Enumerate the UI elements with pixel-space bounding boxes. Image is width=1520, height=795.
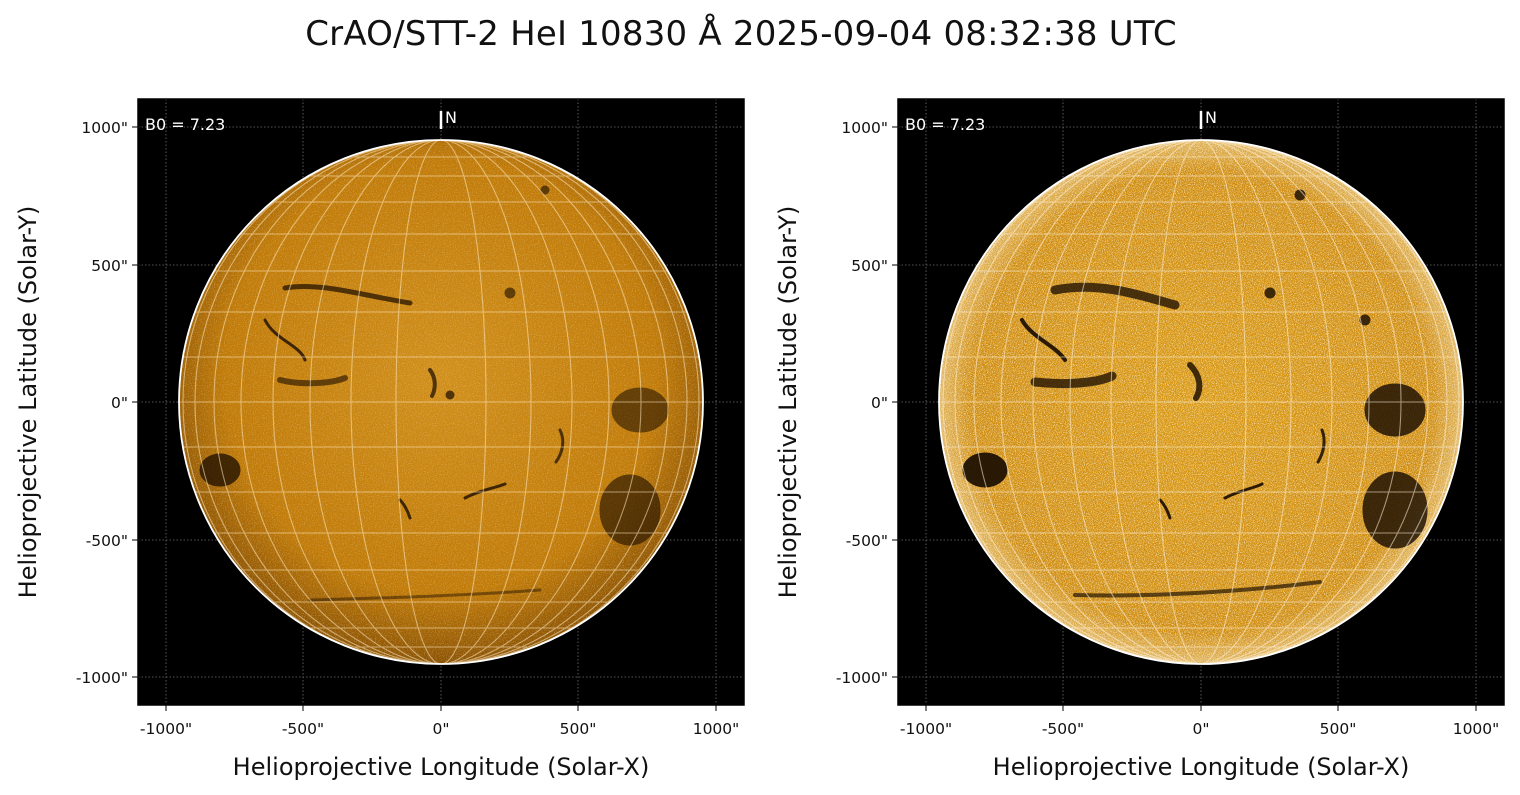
x-tick-label: 1000"	[1453, 720, 1500, 738]
x-ticks	[925, 705, 1477, 711]
b0-annotation: B0 = 7.23	[905, 115, 985, 134]
y-ticks	[892, 126, 898, 678]
dark-filaments	[962, 189, 1428, 598]
y-axis-label: Helioprojective Latitude (Solar-Y)	[14, 206, 42, 599]
x-tick-label: 1000"	[693, 720, 740, 738]
north-label: N	[445, 108, 457, 127]
y-tick-label: -1000"	[836, 669, 888, 687]
x-tick-label: -1000"	[140, 720, 192, 738]
b0-annotation: B0 = 7.23	[145, 115, 225, 134]
x-tick-label: -1000"	[900, 720, 952, 738]
x-tick-label: 500"	[1320, 720, 1357, 738]
solar-disk	[178, 139, 704, 665]
solar-limb	[938, 139, 1464, 665]
y-axis-label: Helioprojective Latitude (Solar-Y)	[774, 206, 802, 599]
figure-title: CrAO/STT-2 HeI 10830 Å 2025-09-04 08:32:…	[305, 14, 1177, 54]
x-tick-label: 0"	[433, 720, 450, 738]
y-tick-label: 1000"	[841, 119, 888, 137]
x-axis-label: Helioprojective Longitude (Solar-X)	[993, 753, 1410, 781]
y-tick-label: -500"	[86, 532, 128, 550]
y-tick-label: -1000"	[76, 669, 128, 687]
y-tick-label: 0"	[111, 394, 128, 412]
x-tick-label: 500"	[560, 720, 597, 738]
north-label: N	[1205, 108, 1217, 127]
y-tick-label: 1000"	[81, 119, 128, 137]
y-ticks	[132, 126, 138, 678]
y-tick-label: 500"	[851, 257, 888, 275]
lat-lon-grid	[939, 140, 1463, 664]
solar-disk	[938, 139, 1464, 665]
x-tick-label: 0"	[1193, 720, 1210, 738]
y-tick-label: 500"	[91, 257, 128, 275]
x-tick-label: -500"	[282, 720, 324, 738]
x-axis-label: Helioprojective Longitude (Solar-X)	[233, 753, 650, 781]
lat-lon-grid	[179, 140, 703, 664]
x-ticks	[165, 705, 717, 711]
x-tick-label: -500"	[1042, 720, 1084, 738]
solar-limb	[178, 139, 704, 665]
y-tick-label: -500"	[846, 532, 888, 550]
y-tick-label: 0"	[871, 394, 888, 412]
